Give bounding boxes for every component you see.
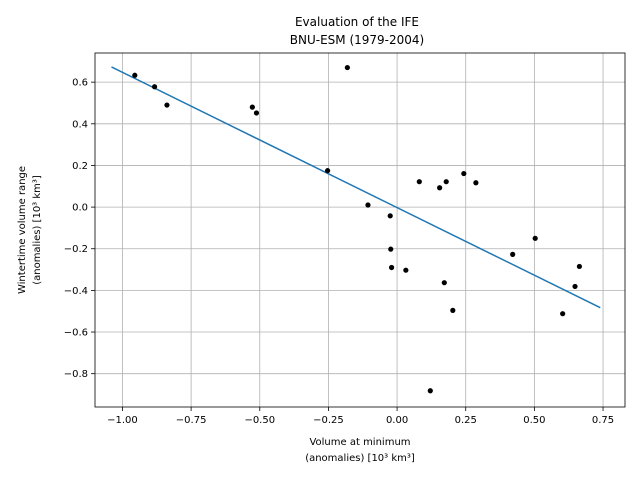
x-axis-ticks: −1.00 −0.75 −0.50 −0.25 0.00 0.25 0.50 0.75	[107, 407, 614, 426]
data-point	[427, 388, 433, 394]
data-point	[560, 311, 566, 317]
data-point	[151, 84, 158, 90]
y-axis-label-line-2: (anomalies) [10³ km³]	[32, 175, 43, 285]
y-axis-ticks: −0.8 −0.6 −0.4 −0.2 0.0 0.2 0.4 0.6	[64, 78, 95, 380]
data-point	[416, 179, 422, 185]
x-tick-label: −1.00	[107, 415, 138, 426]
data-point	[253, 110, 260, 116]
data-point	[324, 168, 331, 174]
data-point	[387, 213, 393, 219]
regression-line-group	[111, 66, 601, 309]
data-point	[510, 251, 516, 257]
y-tick-label: 0.4	[72, 119, 88, 130]
plot-area-frame	[94, 52, 626, 408]
y-axis-label-line-1: Wintertime volume range	[17, 166, 28, 294]
data-point	[443, 179, 449, 185]
x-tick-label: 0.25	[455, 415, 477, 426]
y-tick-label: 0.6	[72, 78, 88, 89]
data-point	[572, 283, 578, 290]
x-tick-label: −0.75	[176, 415, 207, 426]
y-tick-label: −0.4	[64, 286, 88, 297]
x-tick-label: 0.50	[523, 415, 545, 426]
x-axis-label-line-2: (anomalies) [10³ km³]	[305, 453, 415, 464]
data-point	[532, 235, 538, 241]
x-tick-label: −0.50	[244, 415, 275, 426]
data-point	[461, 170, 467, 177]
data-point	[473, 180, 479, 186]
data-point	[365, 202, 371, 208]
y-tick-label: −0.8	[64, 369, 88, 380]
y-axis-label: Wintertime volume range (anomalies) [10³…	[17, 166, 43, 294]
x-tick-label: 0.75	[592, 415, 614, 426]
grid	[95, 53, 625, 407]
data-points	[132, 64, 583, 394]
x-axis-label-line-1: Volume at minimum	[309, 437, 410, 448]
y-tick-label: 0.0	[72, 203, 88, 214]
chart-title-line-2: BNU-ESM (1979-2004)	[290, 33, 424, 47]
x-tick-label: 0.00	[386, 415, 408, 426]
data-point	[403, 267, 409, 273]
data-point	[441, 280, 447, 286]
data-point	[249, 104, 255, 110]
data-point	[344, 64, 350, 71]
chart-title-line-1: Evaluation of the IFE	[295, 15, 419, 29]
x-tick-label: −0.25	[313, 415, 344, 426]
data-point	[437, 185, 443, 191]
data-point	[132, 72, 138, 78]
y-tick-label: −0.6	[64, 328, 88, 339]
data-point	[576, 263, 583, 270]
data-point	[164, 102, 170, 108]
data-point	[450, 307, 456, 313]
y-tick-label: 0.2	[72, 161, 88, 172]
regression-line	[111, 66, 601, 309]
y-tick-label: −0.2	[64, 244, 88, 255]
data-point	[388, 264, 395, 271]
data-point	[388, 246, 394, 252]
